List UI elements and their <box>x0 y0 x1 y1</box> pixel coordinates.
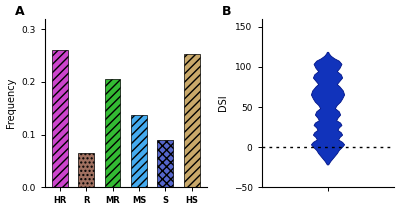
Polygon shape <box>312 52 345 165</box>
Bar <box>105 79 120 187</box>
Y-axis label: DSI: DSI <box>218 95 228 111</box>
Bar <box>157 140 173 187</box>
Bar <box>52 50 68 187</box>
Text: A: A <box>15 5 25 18</box>
Bar <box>131 115 147 187</box>
Bar <box>184 54 200 187</box>
Y-axis label: Frequency: Frequency <box>6 78 16 128</box>
Bar <box>78 153 94 187</box>
Text: B: B <box>222 5 231 18</box>
